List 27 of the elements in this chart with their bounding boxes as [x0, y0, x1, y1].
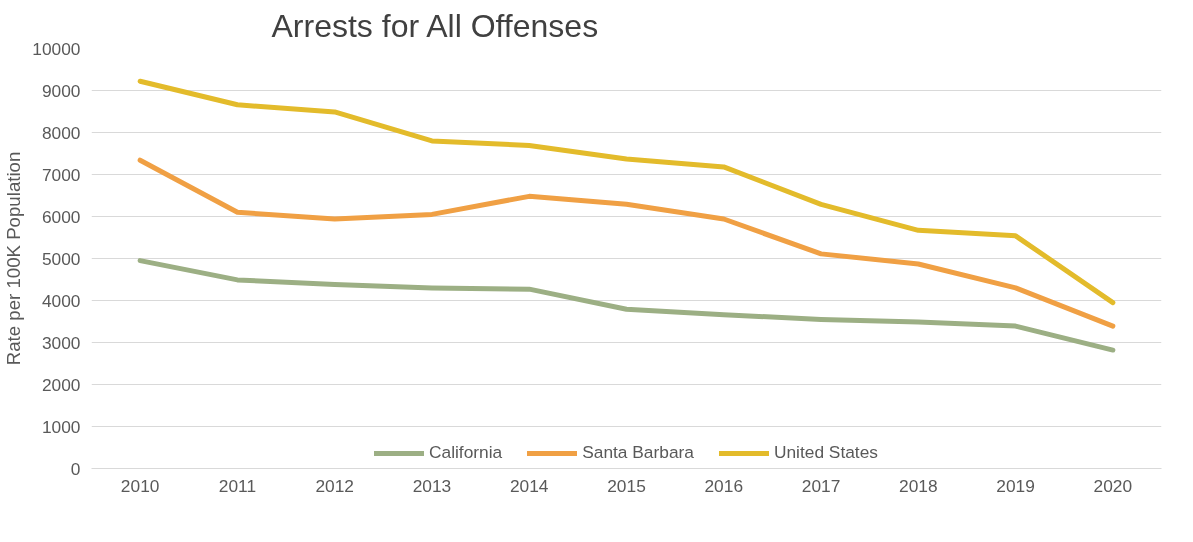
- x-tick-label: 2011: [218, 475, 257, 496]
- chart-title: Arrests for All Offenses: [271, 7, 599, 44]
- x-tick-label: 2010: [120, 475, 160, 496]
- x-tick-label: 2012: [315, 475, 354, 496]
- x-tick-label: 2015: [607, 475, 646, 496]
- legend-label: United States: [773, 442, 878, 463]
- x-tick-label: 2018: [899, 475, 938, 496]
- x-tick-label: 2019: [996, 475, 1035, 496]
- y-tick-label: 10000: [32, 38, 81, 59]
- y-tick-label: 0: [70, 458, 81, 479]
- y-tick-label: 7000: [41, 164, 81, 185]
- legend-label: Santa Barbara: [582, 442, 694, 463]
- legend-label: California: [429, 442, 503, 463]
- y-tick-label: 1000: [41, 416, 81, 437]
- x-tick-label: 2014: [509, 475, 549, 496]
- y-tick-label: 4000: [41, 290, 81, 311]
- y-tick-label: 5000: [41, 248, 81, 269]
- y-tick-label: 2000: [41, 374, 81, 395]
- x-tick-label: 2017: [801, 475, 841, 496]
- x-tick-label: 2020: [1093, 475, 1133, 496]
- x-tick-label: 2013: [412, 475, 452, 496]
- y-tick-label: 6000: [41, 206, 81, 227]
- x-tick-label: 2016: [704, 475, 744, 496]
- y-axis-title: Rate per 100K Population: [3, 151, 25, 366]
- y-tick-label: 8000: [41, 122, 81, 143]
- y-tick-label: 9000: [41, 80, 81, 101]
- y-tick-label: 3000: [41, 332, 81, 353]
